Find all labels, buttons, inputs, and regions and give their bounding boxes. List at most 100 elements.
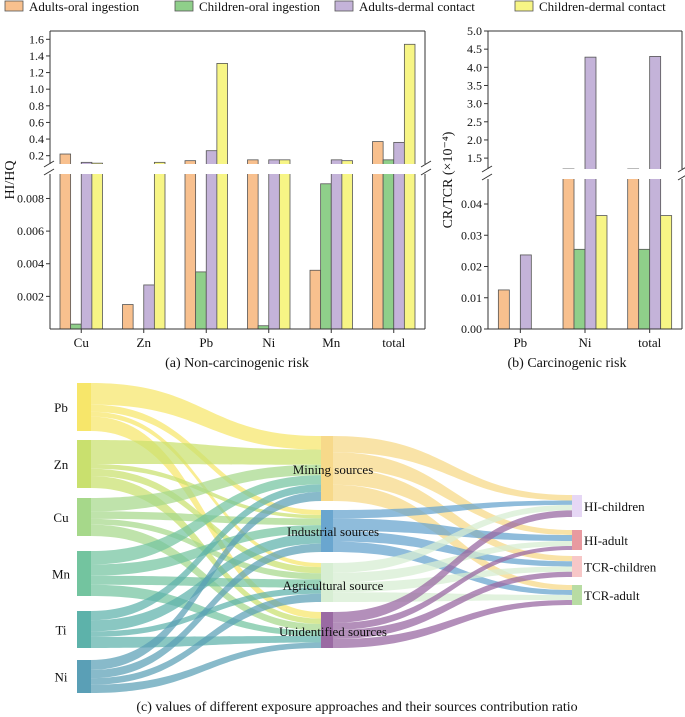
chart-c-sankey: Pb Zn Cu Mn Ti Ni Mining sources Industrial sou… xyxy=(52,383,657,693)
chart-b-y-tick-label-lower-2: 0.02 xyxy=(461,260,482,274)
chart-b-y-tick-label-lower-4: 0.04 xyxy=(461,197,482,211)
sankey-flow-ti-to-mining-sources xyxy=(91,484,321,621)
legend-swatch-adults-dermal-contact xyxy=(334,0,354,12)
chart-b-y-tick-label-lower-1: 0.01 xyxy=(461,291,482,305)
sankey-flow-unidentified-sources-to-tcr-adult xyxy=(333,600,572,648)
chart-a-x-label-ni: Ni xyxy=(262,335,275,350)
chart-a-bar-ni-children-dermal-contact xyxy=(278,159,291,330)
chart-a-bar-pb-children-oral-ingestion xyxy=(195,271,207,330)
chart-a-x-label-pb: Pb xyxy=(199,335,213,350)
chart-b-x-label-pb: Pb xyxy=(513,335,527,350)
chart-b-break-mark-1-a xyxy=(677,167,685,173)
chart-b-y-tick-label-upper-0: 1.5 xyxy=(467,151,482,165)
chart-a-bar-mn-adults-oral-ingestion xyxy=(309,269,322,330)
sankey-node-label-pb: Pb xyxy=(54,400,68,415)
sankey-flow-ni-to-agricultural-source xyxy=(91,593,321,685)
chart-a-title: (a) Non-carcinogenic risk xyxy=(165,356,309,371)
chart-b-y-tick-label-upper-6: 4.5 xyxy=(467,42,482,56)
chart-a-x-label-cu: Cu xyxy=(74,335,90,350)
sankey-flow-pb-to-mining-sources xyxy=(91,383,321,450)
sankey-flow-mining-sources-to-hi-adult xyxy=(333,452,572,535)
chart-a-break-mark-0-b xyxy=(43,168,55,176)
chart-b-bar-total-adults-dermal-contact xyxy=(649,56,662,330)
chart-a-axis-break-band xyxy=(44,164,431,174)
chart-a-bar-pb-adults-oral-ingestion xyxy=(184,160,197,330)
chart-b-axis-break-band xyxy=(482,169,685,179)
chart-a-break-mark-0-a xyxy=(43,160,55,168)
chart-b-bar-pb-adults-oral-ingestion xyxy=(497,289,510,330)
chart-b-y-tick-label-upper-5: 4.0 xyxy=(467,60,482,74)
chart-b-break-mark-1-b xyxy=(677,175,685,181)
sankey-node-label-tcr-adult: TCR-adult xyxy=(584,588,640,603)
chart-a-y-tick-label-lower-0: 0.002 xyxy=(17,289,44,303)
sankey-node-label-mining-sources: Mining sources xyxy=(293,462,374,477)
chart-a-bar-mn-adults-dermal-contact xyxy=(330,159,343,330)
chart-a-y-tick-label-lower-1: 0.004 xyxy=(17,257,44,271)
sankey-node-hi-children xyxy=(572,495,582,517)
sankey-node-label-agricultural-source: Agricultural source xyxy=(283,578,384,593)
sankey-node-label-industrial-sources: Industrial sources xyxy=(287,524,379,539)
chart-a-bar-cu-children-dermal-contact xyxy=(91,162,103,330)
chart-b-bar-ni-adults-oral-ingestion xyxy=(562,168,575,330)
chart-a-y-tick-label-upper-1: 0.4 xyxy=(29,132,44,146)
chart-b-y-tick-label-lower-3: 0.03 xyxy=(461,228,482,242)
sankey-flow-ni-to-mining-sources xyxy=(91,491,321,670)
chart-b-y-tick-label-upper-1: 2.0 xyxy=(467,133,482,147)
sankey-node-ni xyxy=(77,660,91,693)
chart-a-non-carcinogenic: Cu Zn Pb Ni Mn total 0.002 0.004 0.006 0.008 0.2 0.… xyxy=(3,30,432,350)
sankey-flow-industrial-sources-to-hi-children xyxy=(333,500,572,519)
chart-a-y-tick-label-lower-2: 0.006 xyxy=(17,224,44,238)
sankey-node-label-ni: Ni xyxy=(55,670,68,685)
chart-a-y-tick-label-upper-0: 0.2 xyxy=(29,149,44,163)
sankey-node-label-hi-children: HI-children xyxy=(584,499,645,514)
chart-b-y-tick-label-lower-0: 0.00 xyxy=(461,322,482,336)
chart-b-bar-total-children-dermal-contact xyxy=(660,215,673,330)
sankey-flow-ni-to-unidentified-sources xyxy=(91,642,321,693)
sankey-node-pb xyxy=(77,383,91,431)
sankey-node-label-mn: Mn xyxy=(52,567,71,582)
chart-a-bar-total-children-dermal-contact xyxy=(403,43,416,330)
chart-a-y-tick-label-upper-4: 1.0 xyxy=(29,82,44,96)
chart-a-y-tick-label-upper-6: 1.4 xyxy=(29,49,44,63)
sankey-node-label-ti: Ti xyxy=(55,623,66,638)
chart-a-x-label-mn: Mn xyxy=(322,335,341,350)
chart-b-x-label-total: total xyxy=(638,335,661,350)
sankey-node-mining-sources xyxy=(321,436,333,501)
sankey-flow-unidentified-sources-to-hi-adult xyxy=(333,546,572,630)
sankey-flow-unidentified-sources-to-tcr-children xyxy=(333,571,572,639)
sankey-flow-mn-to-mining-sources xyxy=(91,475,321,565)
chart-a-bar-pb-children-dermal-contact xyxy=(216,63,228,330)
sankey-flow-unidentified-sources-to-hi-children xyxy=(333,510,572,623)
chart-b-bar-pb-adults-dermal-contact xyxy=(519,254,532,330)
sankey-node-unidentified-sources xyxy=(321,612,333,648)
sankey-node-agricultural-source xyxy=(321,563,333,602)
legend-label-adults-oral-ingestion: Adults-oral ingestion xyxy=(29,0,140,14)
chart-b-carcinogenic: Pb Ni total 0.00 0.01 0.02 0.03 0.04 1.5 2.0 2.5 3.… xyxy=(441,24,685,350)
chart-a-y-tick-label-upper-2: 0.6 xyxy=(29,115,44,129)
chart-c-title: (c) values of different exposure approac… xyxy=(136,700,577,715)
legend-label-children-dermal-contact: Children-dermal contact xyxy=(539,0,666,14)
chart-a-bar-mn-children-dermal-contact xyxy=(341,160,353,330)
chart-a-y-tick-label-upper-5: 1.2 xyxy=(29,66,44,80)
sankey-node-label-cu: Cu xyxy=(53,510,69,525)
chart-a-bar-ni-adults-oral-ingestion xyxy=(247,159,259,330)
sankey-node-tcr-adult xyxy=(572,585,582,605)
chart-b-bar-total-adults-oral-ingestion xyxy=(627,168,640,330)
chart-b-break-mark-0-b xyxy=(481,173,493,181)
legend: Adults-oral ingestion Children-oral inges… xyxy=(4,0,666,14)
sankey-node-cu xyxy=(77,498,91,536)
chart-a-bar-cu-adults-oral-ingestion xyxy=(59,153,72,330)
chart-b-y-tick-label-upper-7: 5.0 xyxy=(467,24,482,38)
legend-label-adults-dermal-contact: Adults-dermal contact xyxy=(359,0,475,14)
legend-swatch-children-oral-ingestion xyxy=(174,0,194,12)
sankey-node-tcr-children xyxy=(572,556,582,577)
legend-swatch-children-dermal-contact xyxy=(514,0,534,12)
chart-b-bar-total-children-oral-ingestion xyxy=(638,248,651,330)
sankey-flow-industrial-sources-to-hi-adult xyxy=(333,518,572,541)
sankey-flow-zn-to-mining-sources xyxy=(91,440,321,465)
legend-swatch-adults-oral-ingestion xyxy=(4,0,24,12)
sankey-flow-ni-to-industrial-sources xyxy=(91,543,321,679)
sankey-flow-agricultural-source-to-hi-children xyxy=(333,504,572,573)
chart-a-y-axis-label: HI/HQ xyxy=(3,161,18,200)
